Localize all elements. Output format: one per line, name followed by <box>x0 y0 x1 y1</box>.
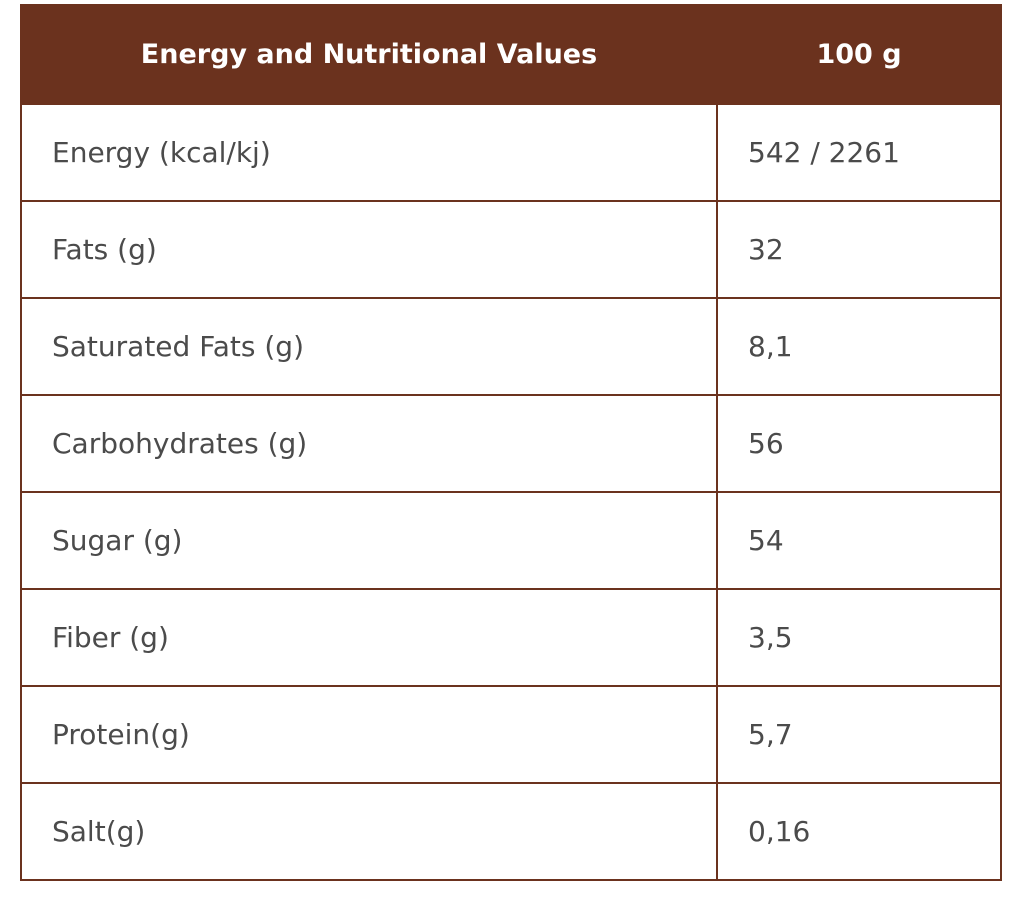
nutrient-value: 0,16 <box>716 782 1002 881</box>
table-row: Saturated Fats (g) 8,1 <box>20 297 1002 396</box>
nutrient-label: Fiber (g) <box>20 588 718 687</box>
nutrient-label: Sugar (g) <box>20 491 718 590</box>
nutrient-value: 56 <box>716 394 1002 493</box>
table-header: Energy and Nutritional Values 100 g <box>20 4 1002 105</box>
table-row: Fats (g) 32 <box>20 200 1002 299</box>
header-nutrient: Energy and Nutritional Values <box>20 4 718 105</box>
nutrient-value: 3,5 <box>716 588 1002 687</box>
nutrient-label: Energy (kcal/kj) <box>20 103 718 202</box>
nutrient-label: Fats (g) <box>20 200 718 299</box>
table-row: Fiber (g) 3,5 <box>20 588 1002 687</box>
table-row: Carbohydrates (g) 56 <box>20 394 1002 493</box>
nutrient-value: 32 <box>716 200 1002 299</box>
table-body: Energy (kcal/kj) 542 / 2261 Fats (g) 32 … <box>20 103 1002 881</box>
nutrition-table: Energy and Nutritional Values 100 g Ener… <box>20 4 1002 881</box>
nutrient-value: 5,7 <box>716 685 1002 784</box>
nutrient-label: Saturated Fats (g) <box>20 297 718 396</box>
nutrient-value: 54 <box>716 491 1002 590</box>
nutrient-label: Carbohydrates (g) <box>20 394 718 493</box>
nutrient-label: Protein(g) <box>20 685 718 784</box>
table-row: Sugar (g) 54 <box>20 491 1002 590</box>
nutrient-label: Salt(g) <box>20 782 718 881</box>
table-row: Energy (kcal/kj) 542 / 2261 <box>20 103 1002 202</box>
table-row: Protein(g) 5,7 <box>20 685 1002 784</box>
header-row: Energy and Nutritional Values 100 g <box>20 4 1002 105</box>
table-row: Salt(g) 0,16 <box>20 782 1002 881</box>
nutrient-value: 8,1 <box>716 297 1002 396</box>
nutrient-value: 542 / 2261 <box>716 103 1002 202</box>
header-per-100g: 100 g <box>716 4 1002 105</box>
